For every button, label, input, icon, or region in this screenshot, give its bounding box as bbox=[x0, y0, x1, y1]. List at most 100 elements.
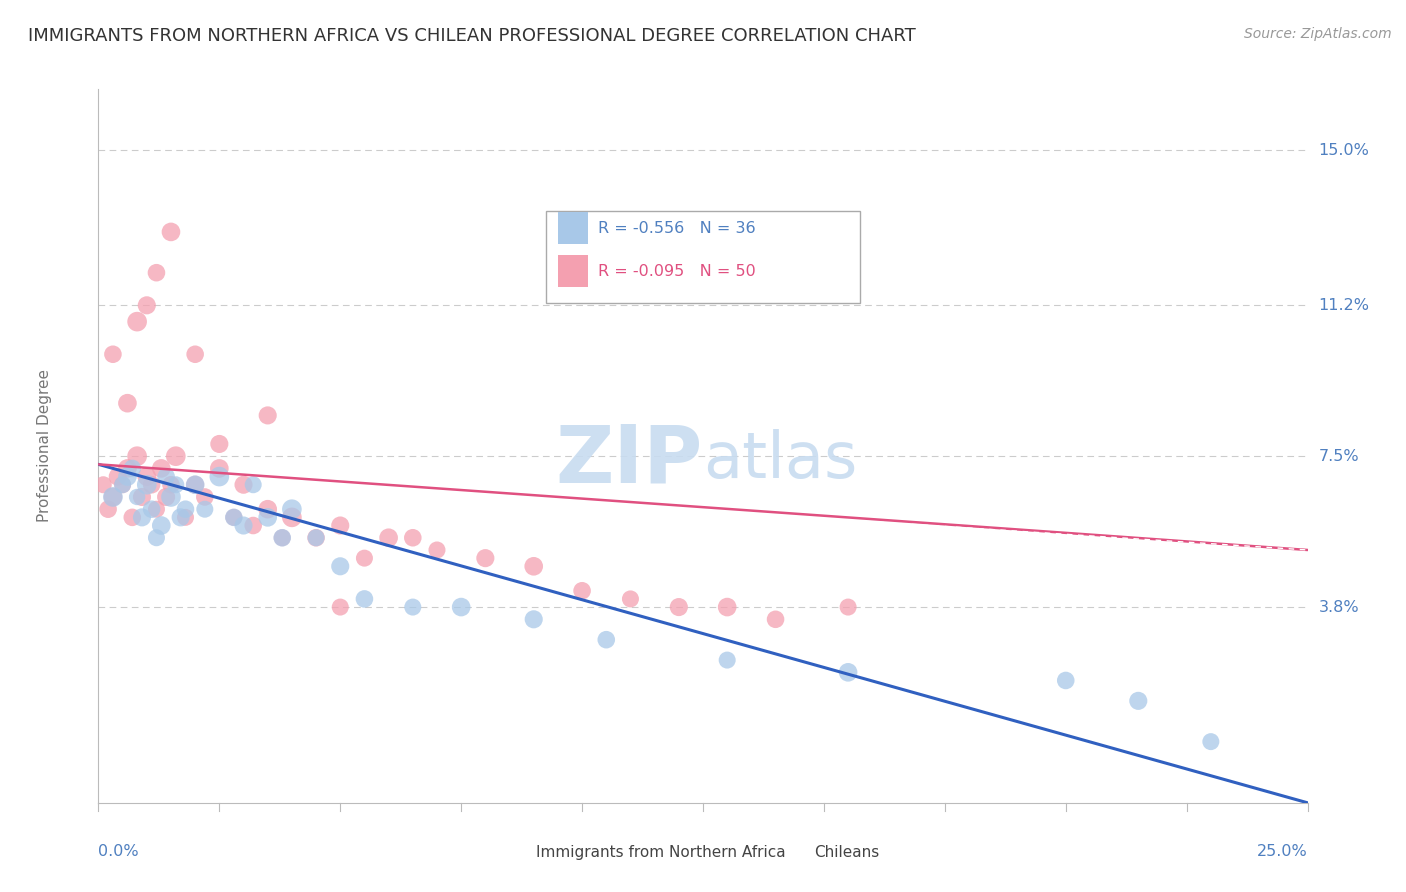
Text: 3.8%: 3.8% bbox=[1319, 599, 1360, 615]
Point bbox=[281, 502, 304, 516]
Point bbox=[1128, 694, 1150, 708]
Point bbox=[402, 600, 425, 615]
Point bbox=[450, 600, 472, 615]
Point bbox=[668, 600, 690, 615]
Point bbox=[145, 266, 167, 280]
Point bbox=[222, 510, 245, 524]
Text: 25.0%: 25.0% bbox=[1257, 845, 1308, 860]
Point bbox=[135, 469, 157, 483]
Point bbox=[765, 612, 787, 626]
Point bbox=[121, 510, 143, 524]
Point bbox=[523, 612, 546, 626]
Point bbox=[150, 518, 173, 533]
FancyBboxPatch shape bbox=[498, 842, 527, 863]
Point bbox=[232, 477, 254, 491]
Point bbox=[160, 477, 183, 491]
Text: 0.0%: 0.0% bbox=[98, 845, 139, 860]
Point bbox=[208, 469, 231, 483]
Point bbox=[141, 477, 163, 491]
Point bbox=[222, 510, 245, 524]
Point bbox=[131, 510, 153, 524]
Point bbox=[256, 510, 278, 524]
Point bbox=[101, 347, 124, 361]
Point bbox=[208, 437, 231, 451]
Text: R = -0.556   N = 36: R = -0.556 N = 36 bbox=[598, 221, 755, 235]
Point bbox=[329, 559, 352, 574]
Text: Immigrants from Northern Africa: Immigrants from Northern Africa bbox=[536, 846, 786, 860]
Point bbox=[160, 490, 183, 504]
Point bbox=[127, 490, 149, 504]
Point bbox=[402, 531, 425, 545]
Point bbox=[97, 502, 120, 516]
Point bbox=[150, 461, 173, 475]
Point bbox=[174, 502, 197, 516]
Text: 15.0%: 15.0% bbox=[1319, 143, 1369, 158]
Text: atlas: atlas bbox=[703, 429, 858, 491]
Point bbox=[155, 469, 177, 483]
FancyBboxPatch shape bbox=[546, 211, 860, 303]
Point bbox=[141, 502, 163, 516]
Point bbox=[232, 518, 254, 533]
FancyBboxPatch shape bbox=[776, 842, 806, 863]
Point bbox=[111, 477, 134, 491]
Point bbox=[242, 518, 264, 533]
Point bbox=[145, 502, 167, 516]
Point bbox=[305, 531, 328, 545]
Point bbox=[117, 469, 139, 483]
Point bbox=[169, 510, 191, 524]
Point bbox=[377, 531, 399, 545]
Point bbox=[194, 490, 217, 504]
Point bbox=[160, 225, 183, 239]
Point bbox=[353, 551, 375, 566]
Point bbox=[523, 559, 546, 574]
Point bbox=[329, 518, 352, 533]
Point bbox=[184, 347, 207, 361]
Point bbox=[111, 477, 134, 491]
Point bbox=[184, 477, 207, 491]
Point bbox=[131, 490, 153, 504]
Point bbox=[281, 510, 304, 524]
Point bbox=[145, 531, 167, 545]
Point bbox=[256, 502, 278, 516]
Point bbox=[837, 665, 859, 680]
Point bbox=[91, 477, 114, 491]
Point bbox=[426, 543, 449, 558]
Point bbox=[121, 461, 143, 475]
Point bbox=[619, 591, 641, 606]
Point bbox=[1199, 734, 1222, 748]
Point bbox=[165, 449, 187, 463]
Point bbox=[271, 531, 294, 545]
Point bbox=[155, 490, 177, 504]
FancyBboxPatch shape bbox=[558, 255, 588, 287]
Point bbox=[1054, 673, 1077, 688]
Text: IMMIGRANTS FROM NORTHERN AFRICA VS CHILEAN PROFESSIONAL DEGREE CORRELATION CHART: IMMIGRANTS FROM NORTHERN AFRICA VS CHILE… bbox=[28, 27, 915, 45]
Text: 11.2%: 11.2% bbox=[1319, 298, 1369, 313]
Text: R = -0.095   N = 50: R = -0.095 N = 50 bbox=[598, 264, 755, 278]
Point bbox=[117, 396, 139, 410]
Point bbox=[595, 632, 617, 647]
Point bbox=[353, 591, 375, 606]
Point bbox=[127, 315, 149, 329]
Point bbox=[305, 531, 328, 545]
Point bbox=[107, 469, 129, 483]
Text: ZIP: ZIP bbox=[555, 421, 703, 500]
Text: Source: ZipAtlas.com: Source: ZipAtlas.com bbox=[1244, 27, 1392, 41]
Point bbox=[474, 551, 496, 566]
Point bbox=[127, 449, 149, 463]
Point bbox=[716, 653, 738, 667]
Point bbox=[716, 600, 738, 615]
Point bbox=[135, 477, 157, 491]
Point bbox=[571, 583, 593, 598]
Point bbox=[174, 510, 197, 524]
Point bbox=[837, 600, 859, 615]
Point bbox=[208, 461, 231, 475]
Point bbox=[194, 502, 217, 516]
Point bbox=[329, 600, 352, 615]
FancyBboxPatch shape bbox=[558, 212, 588, 244]
Point bbox=[242, 477, 264, 491]
Point bbox=[256, 409, 278, 423]
Point bbox=[165, 477, 187, 491]
Point bbox=[117, 461, 139, 475]
Text: Professional Degree: Professional Degree bbox=[37, 369, 52, 523]
Point bbox=[135, 298, 157, 312]
